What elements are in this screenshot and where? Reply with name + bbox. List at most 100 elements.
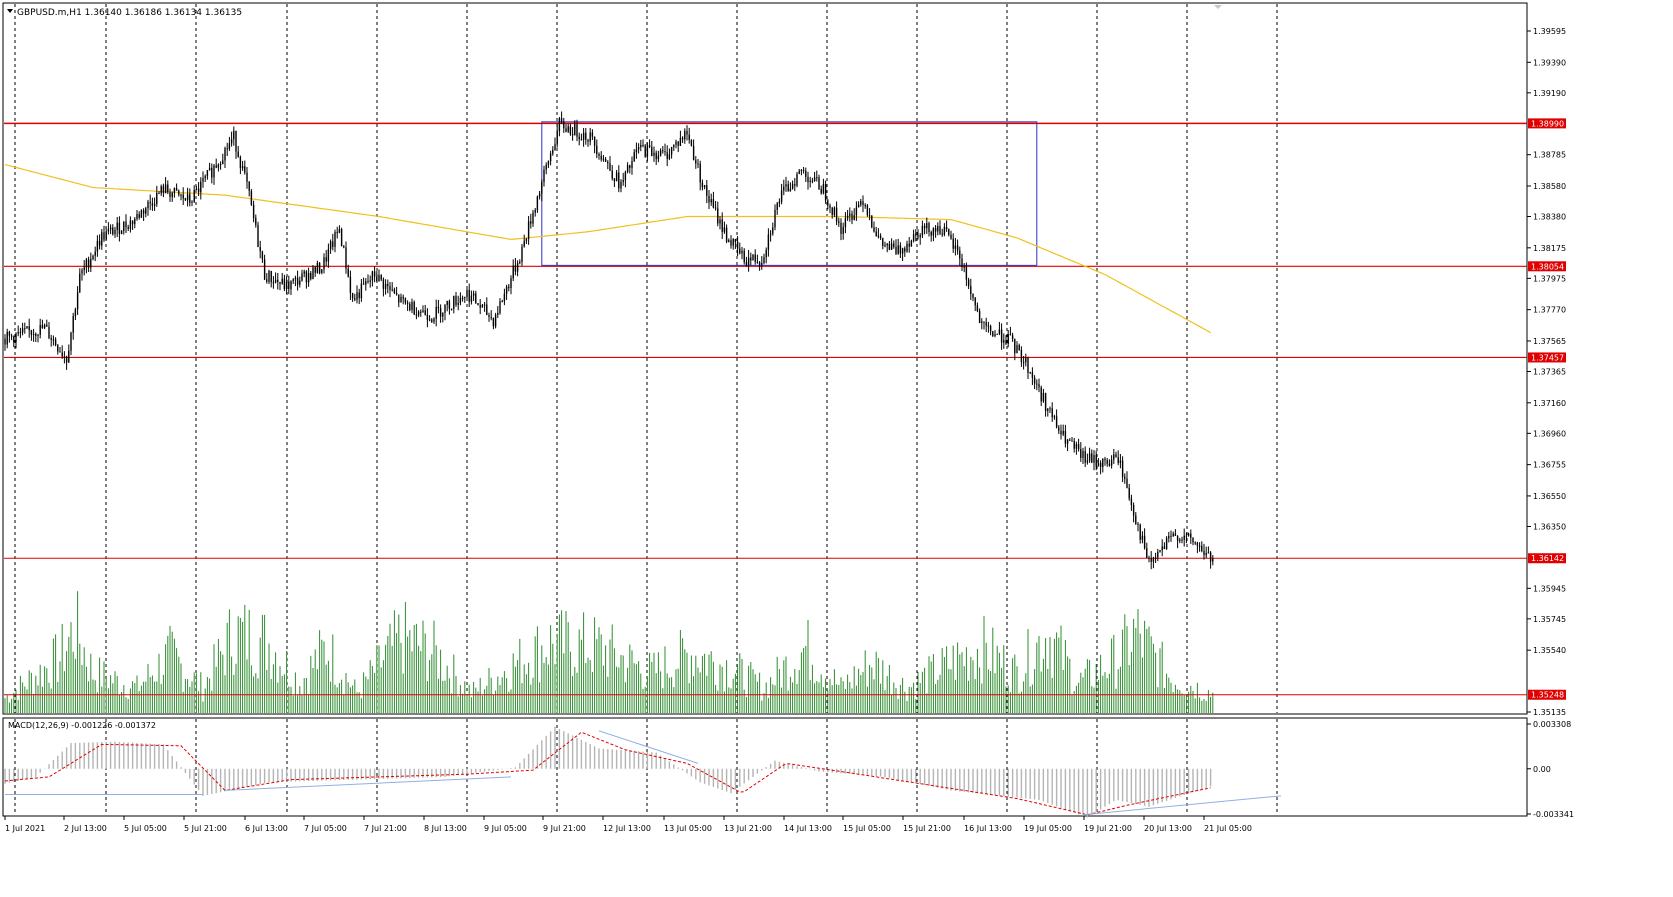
candle [692,139,695,161]
candle [285,276,288,294]
candle [780,183,783,205]
moving-average-line [4,164,1211,334]
macd-trendline[interactable] [224,776,512,791]
candle [224,146,226,168]
candle [92,254,94,261]
time-label: 14 Jul 13:00 [784,824,832,833]
candle [83,260,85,276]
candle [899,242,902,259]
candle [169,188,171,202]
candle [156,185,158,207]
candle [268,269,270,285]
time-axis[interactable]: 1 Jul 2021 2 Jul 13:00 5 Jul 05:00 5 Jul 21… [4,816,1252,833]
candle [875,226,877,237]
candle [521,243,523,266]
candle [160,184,162,196]
candle [35,332,37,343]
price-tick-label: 1.37365 [1533,368,1566,377]
candle [813,171,816,182]
candle [725,224,728,244]
candle [1159,549,1161,553]
candle [989,324,992,336]
candle [327,243,330,268]
candle [1038,378,1040,393]
candle [1011,332,1014,342]
candle [1157,548,1159,562]
candle [761,256,763,270]
candle [978,308,981,324]
candle [389,281,391,298]
candle [1170,530,1172,542]
candle [776,201,778,215]
price-tick-label: 1.36960 [1533,429,1566,438]
candle [807,171,809,190]
candle [728,238,730,243]
candle [1113,448,1115,464]
candle [569,123,572,136]
candle [926,217,928,234]
candle [1064,424,1067,448]
collapse-arrow-icon[interactable] [7,9,13,13]
candle [129,216,132,233]
candle [613,178,616,187]
candle [624,170,627,188]
candle [800,169,803,176]
candle [382,277,385,297]
candle [189,188,191,207]
candle [787,180,789,192]
level-price-label: 1.38990 [1531,119,1564,128]
candle [576,119,578,142]
candle [415,307,418,320]
price-chart[interactable]: GBPUSD.m,H1 1.36140 1.36186 1.36134 1.36… [2,2,1528,715]
candle [805,167,807,182]
candle [191,200,193,207]
macd-trendline[interactable] [598,730,699,764]
candle [992,330,994,338]
candle [371,270,374,287]
candle [983,321,985,330]
candle [497,306,499,319]
horizontal-level-lines[interactable] [4,122,1527,696]
time-label: 5 Jul 05:00 [124,824,167,833]
price-tick-label: 1.35135 [1533,708,1566,717]
candle [1117,450,1119,466]
candle [1212,555,1214,566]
price-tick-label: 1.38380 [1533,213,1566,222]
macd-trendlines[interactable] [5,730,1282,816]
candle [314,266,316,277]
quick-trade-arrow-icon[interactable] [1214,5,1222,9]
candle [272,276,275,289]
candle [1095,450,1097,471]
candle [277,272,279,290]
candle [508,283,510,292]
macd-trendline[interactable] [1082,795,1282,816]
candle [862,195,864,213]
candle [644,144,646,158]
macd-panel[interactable]: MACD(12,26,9) -0.001226 -0.001372 [2,717,1528,818]
candle [208,162,211,171]
candle [763,253,765,265]
candle [250,189,253,206]
candle [1141,531,1144,544]
candle [998,321,1001,336]
candle [552,146,554,156]
candle [1000,323,1003,350]
candle [987,321,990,333]
candle [1168,531,1170,543]
price-axis[interactable]: 1.39595 1.39390 1.39190 1.38785 1.38580 1.383… [1527,27,1566,717]
candle [1192,537,1194,546]
candle [325,250,327,266]
candle [629,164,631,174]
candle [1154,552,1157,563]
candle [380,274,382,282]
candle [882,237,884,250]
candle [1073,438,1075,453]
candle [32,328,35,342]
candle [173,187,176,198]
candle [637,143,640,154]
candle [822,178,825,195]
candle [52,335,55,346]
candle [279,281,281,291]
candle [248,181,250,197]
